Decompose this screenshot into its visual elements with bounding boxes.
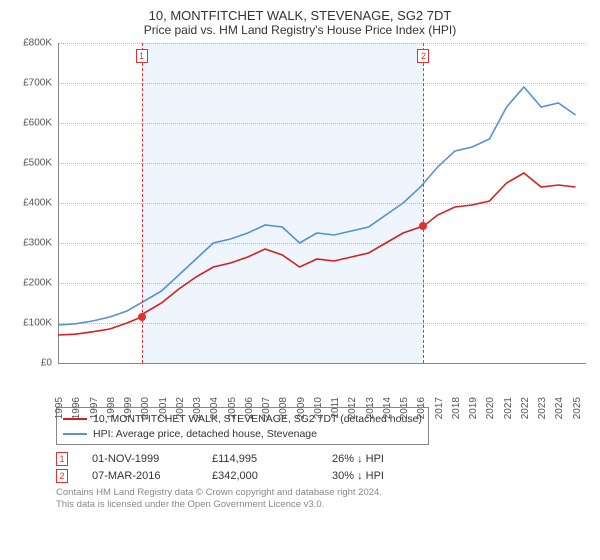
x-tick-label: 2018 [451,397,462,419]
y-tick-label: £800K [12,38,52,49]
x-tick-label: 2025 [572,397,583,419]
x-tick-label: 2019 [468,397,479,419]
x-tick-label: 2015 [399,397,410,419]
x-tick-label: 1995 [54,397,65,419]
x-tick-label: 2021 [503,397,514,419]
x-tick-label: 2016 [416,397,427,419]
x-tick-label: 2014 [382,397,393,419]
sale-price: £342,000 [212,470,308,482]
y-tick-label: £700K [12,78,52,89]
x-tick-label: 2010 [313,397,324,419]
sale-marker-badge: 2 [417,49,429,63]
x-tick-label: 2008 [278,397,289,419]
sale-diff: 30% ↓ HPI [332,470,384,482]
sale-row: 2 07-MAR-2016 £342,000 30% ↓ HPI [56,469,588,483]
x-tick-label: 2005 [227,397,238,419]
sale-marker-line [423,43,424,363]
x-tick-label: 2000 [140,397,151,419]
x-tick-label: 2024 [554,397,565,419]
x-tick-label: 2017 [434,397,445,419]
x-tick-label: 1997 [89,397,100,419]
y-tick-label: £200K [12,278,52,289]
sale-date: 01-NOV-1999 [92,453,188,465]
sale-price: £114,995 [212,453,308,465]
chart-title: 10, MONTFITCHET WALK, STEVENAGE, SG2 7DT [12,8,588,23]
y-tick-label: £500K [12,158,52,169]
y-tick-label: £400K [12,198,52,209]
footer-line-1: Contains HM Land Registry data © Crown c… [56,487,588,499]
x-tick-label: 2001 [158,397,169,419]
x-tick-label: 2012 [347,397,358,419]
x-tick-label: 2013 [365,397,376,419]
x-tick-label: 1996 [71,397,82,419]
x-tick-label: 2011 [330,397,341,419]
sale-row: 1 01-NOV-1999 £114,995 26% ↓ HPI [56,452,588,466]
x-tick-label: 2020 [485,397,496,419]
chart-subtitle: Price paid vs. HM Land Registry's House … [12,23,588,37]
sale-row-badge: 1 [56,452,68,466]
sale-marker-dot [419,222,427,230]
x-tick-label: 2004 [209,397,220,419]
x-tick-label: 2023 [537,397,548,419]
sale-marker-dot [138,313,146,321]
y-tick-label: £100K [12,318,52,329]
chart-area: £0£100K£200K£300K£400K£500K£600K£700K£80… [12,43,588,403]
sales-list: 1 01-NOV-1999 £114,995 26% ↓ HPI 2 07-MAR-201… [12,452,588,483]
legend-row: HPI: Average price, detached house, Stev… [63,426,422,441]
legend-label: HPI: Average price, detached house, Stev… [93,428,317,440]
x-tick-label: 2022 [520,397,531,419]
x-tick-label: 2006 [244,397,255,419]
x-tick-label: 2002 [175,397,186,419]
x-tick-label: 1999 [123,397,134,419]
legend-swatch [63,433,87,435]
x-tick-label: 2009 [296,397,307,419]
footer-attribution: Contains HM Land Registry data © Crown c… [56,487,588,511]
y-tick-label: £300K [12,238,52,249]
sale-date: 07-MAR-2016 [92,470,188,482]
series-line [58,87,576,325]
sale-marker-badge: 1 [136,49,148,63]
x-tick-label: 1998 [106,397,117,419]
x-axis [58,363,586,364]
y-tick-label: £600K [12,118,52,129]
footer-line-2: This data is licensed under the Open Gov… [56,499,588,511]
y-tick-label: £0 [12,358,52,369]
x-tick-label: 2003 [192,397,203,419]
series-line [58,173,576,335]
x-tick-label: 2007 [261,397,272,419]
sale-diff: 26% ↓ HPI [332,453,384,465]
sale-row-badge: 2 [56,469,68,483]
